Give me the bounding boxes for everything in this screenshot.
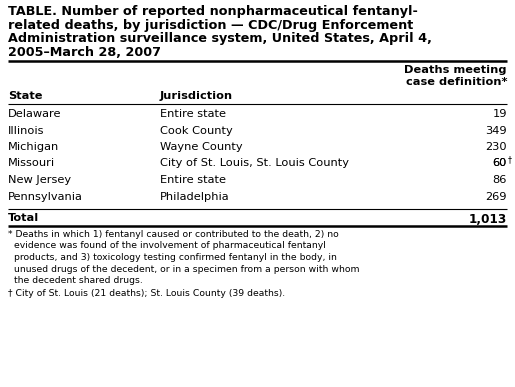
Text: 2005–March 28, 2007: 2005–March 28, 2007 (8, 46, 161, 58)
Text: 60: 60 (493, 159, 507, 168)
Text: Michigan: Michigan (8, 142, 59, 152)
Text: 269: 269 (486, 192, 507, 202)
Text: Wayne County: Wayne County (160, 142, 243, 152)
Text: Entire state: Entire state (160, 109, 226, 119)
Text: Deaths meeting
case definition*: Deaths meeting case definition* (404, 65, 507, 87)
Text: 230: 230 (485, 142, 507, 152)
Text: TABLE. Number of reported nonpharmaceutical fentanyl-: TABLE. Number of reported nonpharmaceuti… (8, 5, 418, 18)
Text: Pennsylvania: Pennsylvania (8, 192, 83, 202)
Text: New Jersey: New Jersey (8, 175, 71, 185)
Text: 19: 19 (492, 109, 507, 119)
Text: Entire state: Entire state (160, 175, 226, 185)
Text: products, and 3) toxicology testing confirmed fentanyl in the body, in: products, and 3) toxicology testing conf… (8, 253, 337, 262)
Text: Total: Total (8, 213, 39, 223)
Text: 349: 349 (485, 125, 507, 135)
Text: Illinois: Illinois (8, 125, 44, 135)
Text: †: † (508, 156, 512, 164)
Text: Missouri: Missouri (8, 159, 55, 168)
Text: Philadelphia: Philadelphia (160, 192, 230, 202)
Text: State: State (8, 91, 43, 101)
Text: † City of St. Louis (21 deaths); St. Louis County (39 deaths).: † City of St. Louis (21 deaths); St. Lou… (8, 288, 285, 298)
Text: 1,013: 1,013 (469, 213, 507, 226)
Text: 86: 86 (493, 175, 507, 185)
Text: evidence was found of the involvement of pharmaceutical fentanyl: evidence was found of the involvement of… (8, 241, 326, 250)
Text: related deaths, by jurisdiction — CDC/Drug Enforcement: related deaths, by jurisdiction — CDC/Dr… (8, 19, 413, 31)
Text: 60: 60 (493, 159, 507, 168)
Text: Cook County: Cook County (160, 125, 233, 135)
Text: unused drugs of the decedent, or in a specimen from a person with whom: unused drugs of the decedent, or in a sp… (8, 264, 359, 274)
Text: City of St. Louis, St. Louis County: City of St. Louis, St. Louis County (160, 159, 349, 168)
Text: Administration surveillance system, United States, April 4,: Administration surveillance system, Unit… (8, 32, 432, 45)
Text: * Deaths in which 1) fentanyl caused or contributed to the death, 2) no: * Deaths in which 1) fentanyl caused or … (8, 230, 339, 239)
Text: Jurisdiction: Jurisdiction (160, 91, 233, 101)
Text: the decedent shared drugs.: the decedent shared drugs. (8, 276, 143, 285)
Text: Delaware: Delaware (8, 109, 61, 119)
